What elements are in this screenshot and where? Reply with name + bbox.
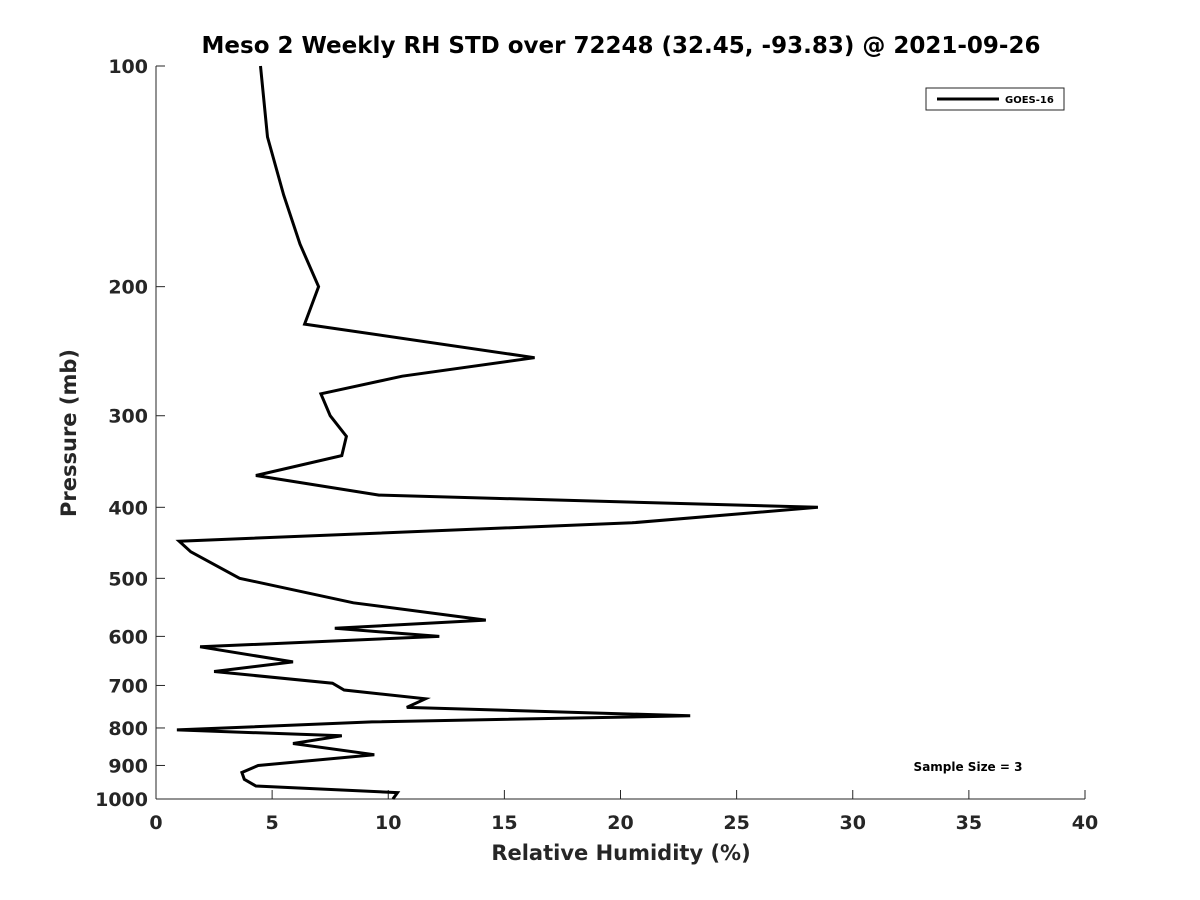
x-axis-ticks: 0 5 10 15 20 25 30 35 40 xyxy=(149,790,1098,834)
plot-area: 0 5 10 15 20 25 30 35 40 100 200 300 400 500 600 700 80… xyxy=(95,56,1098,834)
x-tick-label: 25 xyxy=(723,812,749,834)
x-tick-label: 35 xyxy=(956,812,982,834)
x-tick-label: 40 xyxy=(1072,812,1098,834)
y-tick-label: 100 xyxy=(108,56,148,78)
y-tick-label: 800 xyxy=(108,718,148,740)
y-axis-ticks: 100 200 300 400 500 600 700 800 900 1000 xyxy=(95,56,165,811)
y-tick-label: 300 xyxy=(108,406,148,428)
y-tick-label: 600 xyxy=(108,626,148,648)
legend: GOES-16 xyxy=(925,87,1065,111)
y-tick-label: 200 xyxy=(108,277,148,299)
series-group xyxy=(175,65,819,800)
x-tick-label: 0 xyxy=(149,812,162,834)
y-tick-label: 500 xyxy=(108,568,148,590)
x-tick-label: 30 xyxy=(840,812,866,834)
sample-size-annotation: Sample Size = 3 xyxy=(914,760,1023,774)
y-tick-label: 1000 xyxy=(95,789,148,811)
x-tick-label: 5 xyxy=(266,812,279,834)
y-tick-label: 400 xyxy=(108,497,148,519)
x-tick-label: 15 xyxy=(491,812,517,834)
chart-title: Meso 2 Weekly RH STD over 72248 (32.45, … xyxy=(202,33,1041,59)
series-line-goes-16 xyxy=(175,65,819,800)
x-tick-label: 20 xyxy=(607,812,633,834)
legend-label-goes-16: GOES-16 xyxy=(1005,95,1054,106)
y-axis-label: Pressure (mb) xyxy=(57,349,81,517)
y-tick-label: 900 xyxy=(108,755,148,777)
y-tick-label: 700 xyxy=(108,675,148,697)
x-tick-label: 10 xyxy=(375,812,401,834)
x-axis-label: Relative Humidity (%) xyxy=(491,841,750,865)
